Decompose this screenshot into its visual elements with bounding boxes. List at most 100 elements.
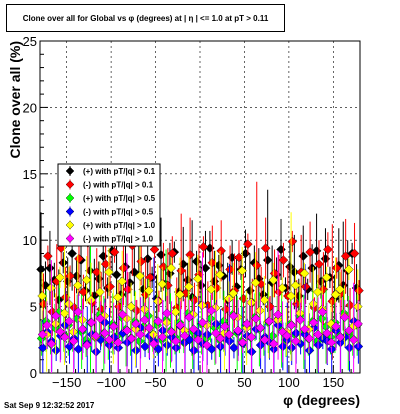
data-point (105, 281, 115, 292)
data-point (278, 255, 289, 265)
data-point (243, 239, 253, 249)
data-point (153, 316, 163, 326)
legend-marker (65, 166, 75, 176)
data-point (312, 287, 323, 297)
data-point (126, 301, 136, 312)
data-point (335, 284, 345, 295)
data-point (295, 315, 306, 325)
data-point (335, 332, 346, 342)
series-5 (37, 250, 363, 373)
data-point (167, 248, 178, 259)
data-point (135, 271, 145, 281)
data-point (184, 281, 194, 292)
legend-box (57, 163, 161, 247)
data-point (65, 271, 75, 281)
x-tick-label: −100 (96, 375, 125, 390)
data-point (317, 307, 328, 317)
data-point (185, 250, 195, 260)
data-point (68, 336, 79, 346)
data-point (162, 308, 172, 319)
data-point (349, 248, 360, 259)
data-point (246, 332, 257, 342)
data-point (268, 339, 279, 349)
data-point (149, 244, 160, 255)
timestamp: Sat Sep 9 12:32:52 2017 (4, 401, 95, 410)
data-point (250, 277, 261, 288)
data-point (354, 285, 364, 296)
data-point (273, 309, 283, 320)
data-point (259, 295, 270, 305)
data-point (64, 341, 75, 352)
data-point (117, 309, 128, 320)
data-point (136, 256, 146, 267)
data-point (144, 323, 154, 333)
legend-label: (+) with pT/|q| > 0.1 (83, 167, 156, 176)
data-point (36, 264, 46, 275)
data-point (99, 328, 110, 338)
data-point (51, 345, 61, 356)
data-point (211, 328, 221, 338)
data-point (179, 331, 190, 341)
data-point (216, 246, 226, 256)
data-point (242, 319, 252, 329)
data-point (140, 341, 150, 352)
data-point (229, 342, 239, 353)
data-point (304, 345, 315, 356)
data-point (331, 263, 342, 273)
data-point (291, 336, 301, 346)
data-point (233, 325, 243, 336)
data-point (170, 307, 181, 317)
data-point (344, 264, 354, 275)
data-point (157, 332, 168, 342)
data-point (74, 254, 84, 264)
data-point (322, 328, 332, 338)
data-point (215, 333, 226, 344)
data-point (86, 317, 97, 328)
data-point (321, 272, 332, 283)
data-point (326, 337, 337, 348)
data-point (202, 340, 212, 350)
data-point (184, 312, 194, 323)
x-tick-label: −50 (145, 375, 167, 390)
data-point (95, 313, 106, 324)
data-point (268, 275, 279, 285)
data-point (112, 292, 123, 303)
data-point (314, 259, 324, 269)
data-point (162, 340, 173, 350)
data-point (38, 342, 48, 353)
data-point (353, 319, 363, 329)
data-point (171, 336, 181, 346)
y-tick-label: 25 (23, 34, 37, 49)
y-tick-label: 5 (30, 300, 37, 315)
data-point (277, 283, 288, 293)
data-point (331, 321, 341, 332)
data-point (175, 320, 186, 330)
legend-label: (+) with pT/|q| > 0.5 (83, 194, 156, 203)
data-point (46, 339, 57, 349)
data-point (104, 335, 114, 345)
legend: (+) with pT/|q| > 0.1 (-) with pT/|q| > 0… (57, 163, 161, 247)
y-tick-label: 10 (23, 233, 37, 248)
data-point (287, 236, 298, 247)
data-point (259, 335, 270, 345)
x-axis-label: φ (degrees) (283, 392, 360, 408)
data-point (224, 329, 234, 340)
x-tick-label: 50 (237, 375, 251, 390)
data-point (55, 327, 66, 337)
data-point (131, 319, 141, 329)
data-point (148, 339, 159, 349)
data-point (344, 325, 354, 336)
data-point (323, 244, 333, 255)
legend-marker (65, 220, 75, 230)
data-point (37, 329, 48, 340)
data-point (286, 291, 296, 301)
data-point (131, 345, 141, 356)
data-point (330, 289, 341, 300)
data-point (157, 279, 168, 289)
data-point (59, 332, 70, 342)
y-tick-label: 20 (23, 100, 37, 115)
data-point (51, 311, 61, 321)
y-tick-label: 0 (30, 366, 37, 381)
data-point (81, 275, 92, 285)
